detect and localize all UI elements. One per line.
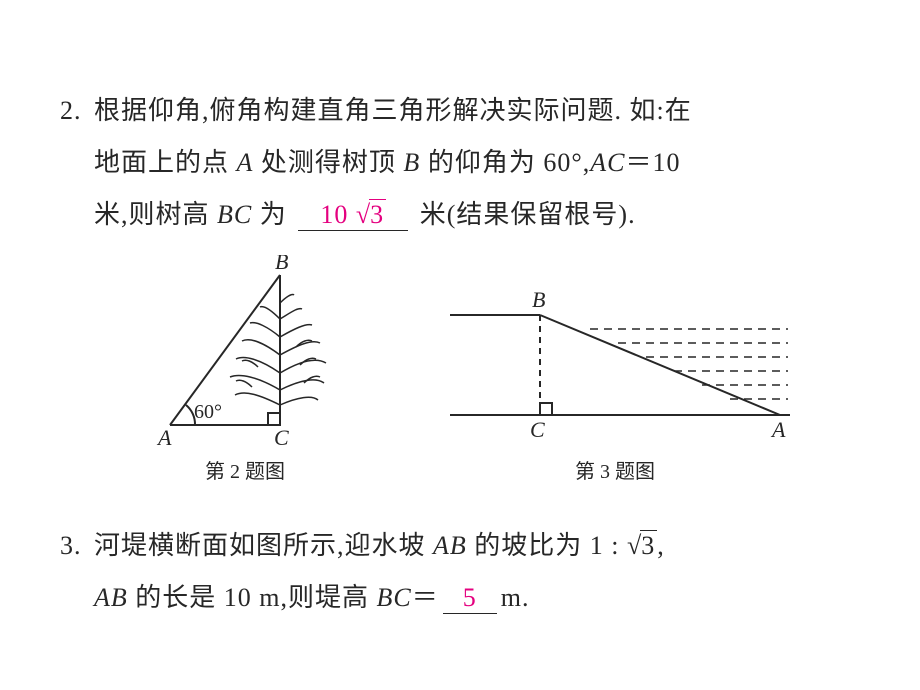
q2-answer-blank: 10 3: [298, 199, 408, 231]
q2-line2: 地面上的点 A 处测得树顶 B 的仰角为 60°,AC＝10: [94, 137, 860, 189]
q2-label-B: B: [275, 255, 288, 274]
q3-line2: AB 的长是 10 m,则堤高 BC＝5m.: [94, 572, 860, 624]
q2-caption: 第 2 题图: [160, 455, 330, 484]
var-AC: AC: [590, 148, 625, 177]
var-BC: BC: [217, 200, 252, 229]
var-A: A: [237, 148, 254, 177]
q3-label-C: C: [530, 417, 545, 442]
var-B: B: [403, 148, 420, 177]
q2-line3: 米,则树高 BC 为 10 3 米(结果保留根号).: [94, 189, 860, 241]
q3-figure: B C A: [430, 285, 810, 445]
q2-figure: A B C 60°: [140, 255, 350, 455]
q2-number: 2.: [60, 85, 94, 137]
q2-label-A: A: [156, 425, 172, 450]
q3-number: 3.: [60, 520, 94, 572]
q2-answer: 10 3: [320, 200, 386, 229]
q3-line1: 3.河堤横断面如图所示,迎水坡 AB 的坡比为 1 : 3,: [60, 520, 860, 572]
q3-label-B: B: [532, 287, 545, 312]
var-AB: AB: [433, 531, 467, 560]
q2-angle-label: 60°: [194, 401, 222, 423]
q2-line1: 2.根据仰角,俯角构建直角三角形解决实际问题. 如:在: [60, 85, 860, 137]
q3-label-A: A: [770, 417, 786, 442]
figures-row: A B C 60° 第 2 题图 B C A: [100, 255, 800, 485]
q3-caption: 第 3 题图: [530, 455, 700, 484]
var-BC2: BC: [377, 583, 412, 612]
q2-l1a: 根据仰角,俯角构建直角三角形解决实际问题. 如:在: [94, 96, 692, 125]
q2-label-C: C: [274, 425, 289, 450]
q3-answer: 5: [463, 583, 477, 612]
q3-answer-blank: 5: [443, 582, 497, 614]
var-AB2: AB: [94, 583, 128, 612]
